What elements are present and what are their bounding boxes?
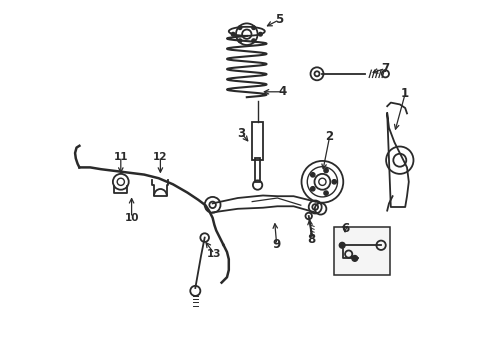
Circle shape [311, 186, 315, 191]
Circle shape [339, 242, 345, 248]
Text: 5: 5 [275, 13, 283, 26]
Bar [255, 158, 260, 182]
Text: 8: 8 [308, 233, 316, 246]
Circle shape [252, 39, 255, 42]
Bar [252, 122, 263, 160]
Circle shape [252, 26, 255, 30]
Text: 11: 11 [114, 152, 128, 162]
Circle shape [324, 168, 328, 173]
Circle shape [352, 256, 358, 261]
Circle shape [332, 180, 337, 184]
Circle shape [324, 191, 328, 195]
Circle shape [231, 32, 235, 36]
Text: 1: 1 [401, 87, 409, 100]
Bar [334, 227, 390, 275]
Text: 4: 4 [279, 85, 287, 98]
Circle shape [238, 39, 242, 42]
Text: 12: 12 [153, 152, 168, 162]
Text: 3: 3 [237, 127, 245, 140]
Text: 2: 2 [325, 130, 334, 143]
Circle shape [259, 32, 262, 36]
Circle shape [238, 26, 242, 30]
Text: 6: 6 [341, 222, 349, 235]
Text: 13: 13 [207, 249, 221, 259]
Text: 7: 7 [381, 62, 390, 75]
Text: 10: 10 [124, 213, 139, 223]
Text: 9: 9 [272, 238, 281, 251]
Circle shape [311, 173, 315, 177]
